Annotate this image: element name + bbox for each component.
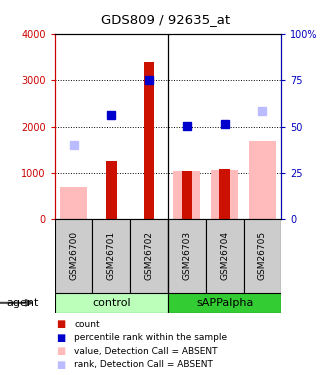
Text: control: control [92, 298, 131, 308]
Bar [60, 187, 87, 219]
Bar [144, 62, 154, 219]
Bar [55, 219, 92, 292]
Bar [219, 169, 230, 219]
Bar [55, 292, 168, 313]
Text: GSM26701: GSM26701 [107, 231, 116, 280]
Text: value, Detection Call = ABSENT: value, Detection Call = ABSENT [74, 347, 218, 356]
Bar [168, 292, 281, 313]
Text: GSM26704: GSM26704 [220, 231, 229, 280]
Text: sAPPalpha: sAPPalpha [196, 298, 253, 308]
Bar [244, 219, 281, 292]
Text: GSM26703: GSM26703 [182, 231, 191, 280]
Text: rank, Detection Call = ABSENT: rank, Detection Call = ABSENT [74, 360, 213, 369]
Text: ■: ■ [56, 333, 66, 343]
Text: GSM26705: GSM26705 [258, 231, 267, 280]
Text: agent: agent [7, 298, 39, 308]
Bar [211, 170, 238, 219]
Bar [206, 219, 244, 292]
Bar [106, 161, 117, 219]
Bar [92, 219, 130, 292]
Bar [168, 219, 206, 292]
Text: ■: ■ [56, 360, 66, 370]
Text: GSM26700: GSM26700 [69, 231, 78, 280]
Text: count: count [74, 320, 100, 329]
Bar [130, 219, 168, 292]
Bar [249, 141, 276, 219]
Text: GDS809 / 92635_at: GDS809 / 92635_at [101, 13, 230, 26]
Text: ■: ■ [56, 320, 66, 329]
Text: percentile rank within the sample: percentile rank within the sample [74, 333, 228, 342]
Text: GSM26702: GSM26702 [145, 231, 154, 280]
Text: ■: ■ [56, 346, 66, 356]
Bar [182, 171, 192, 219]
Bar [173, 171, 201, 219]
